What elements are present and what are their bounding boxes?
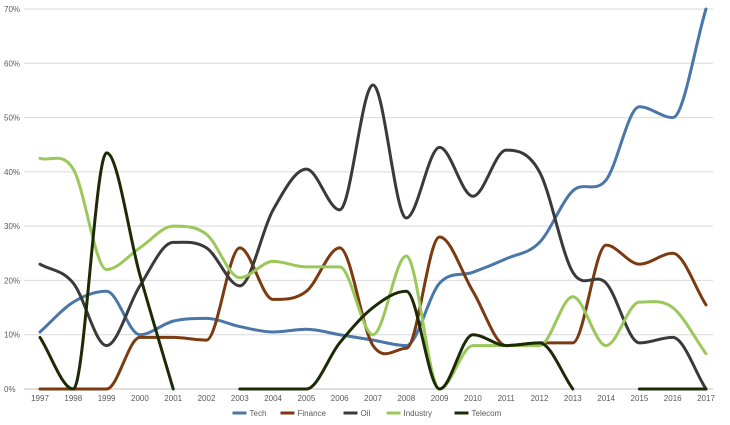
series-line-oil (38, 83, 708, 391)
series-line-tech (38, 7, 708, 348)
x-tick-label: 1997 (31, 394, 49, 403)
x-tick-label: 2017 (697, 394, 715, 403)
x-tick-label: 2000 (131, 394, 149, 403)
x-tick-label: 1999 (98, 394, 116, 403)
series-line-telecom (38, 151, 175, 391)
y-tick-label: 10% (4, 331, 20, 340)
legend: Tech Finance Oil Industry Telecom (232, 409, 502, 418)
legend-label-telecom: Telecom (472, 409, 502, 418)
series-lines (38, 7, 708, 391)
x-tick-label: 2015 (631, 394, 649, 403)
x-tick-label: 2004 (264, 394, 282, 403)
x-tick-label: 2012 (531, 394, 549, 403)
y-tick-label: 70% (4, 5, 20, 14)
x-tick-label: 1998 (64, 394, 82, 403)
series-line-industry (38, 156, 708, 391)
series-line-finance (38, 235, 708, 391)
x-tick-label: 2014 (597, 394, 615, 403)
x-tick-label: 2011 (498, 394, 516, 403)
legend-label-tech: Tech (250, 409, 267, 418)
x-tick-label: 2010 (464, 394, 482, 403)
x-tick-label: 2013 (564, 394, 582, 403)
series-line-telecom (238, 289, 575, 391)
y-axis-ticks: 0% 10% 20% 30% 40% 50% 60% 70% (4, 5, 20, 394)
x-tick-label: 2005 (298, 394, 316, 403)
y-tick-label: 30% (4, 222, 20, 231)
y-tick-label: 40% (4, 168, 20, 177)
y-tick-label: 0% (4, 385, 16, 394)
x-axis-ticks: 1997 1998 1999 2000 2001 2002 2003 2004 2005 2006… (31, 394, 715, 403)
y-tick-label: 20% (4, 276, 20, 285)
x-tick-label: 2008 (397, 394, 415, 403)
x-tick-label: 2009 (431, 394, 449, 403)
y-tick-label: 50% (4, 114, 20, 123)
x-tick-label: 2003 (231, 394, 249, 403)
legend-label-industry: Industry (404, 409, 432, 418)
x-tick-label: 2006 (331, 394, 349, 403)
y-tick-label: 60% (4, 59, 20, 68)
x-tick-label: 2002 (198, 394, 216, 403)
legend-label-finance: Finance (298, 409, 327, 418)
x-tick-label: 2016 (664, 394, 682, 403)
legend-label-oil: Oil (361, 409, 371, 418)
x-tick-label: 2007 (364, 394, 382, 403)
x-tick-label: 2001 (164, 394, 182, 403)
